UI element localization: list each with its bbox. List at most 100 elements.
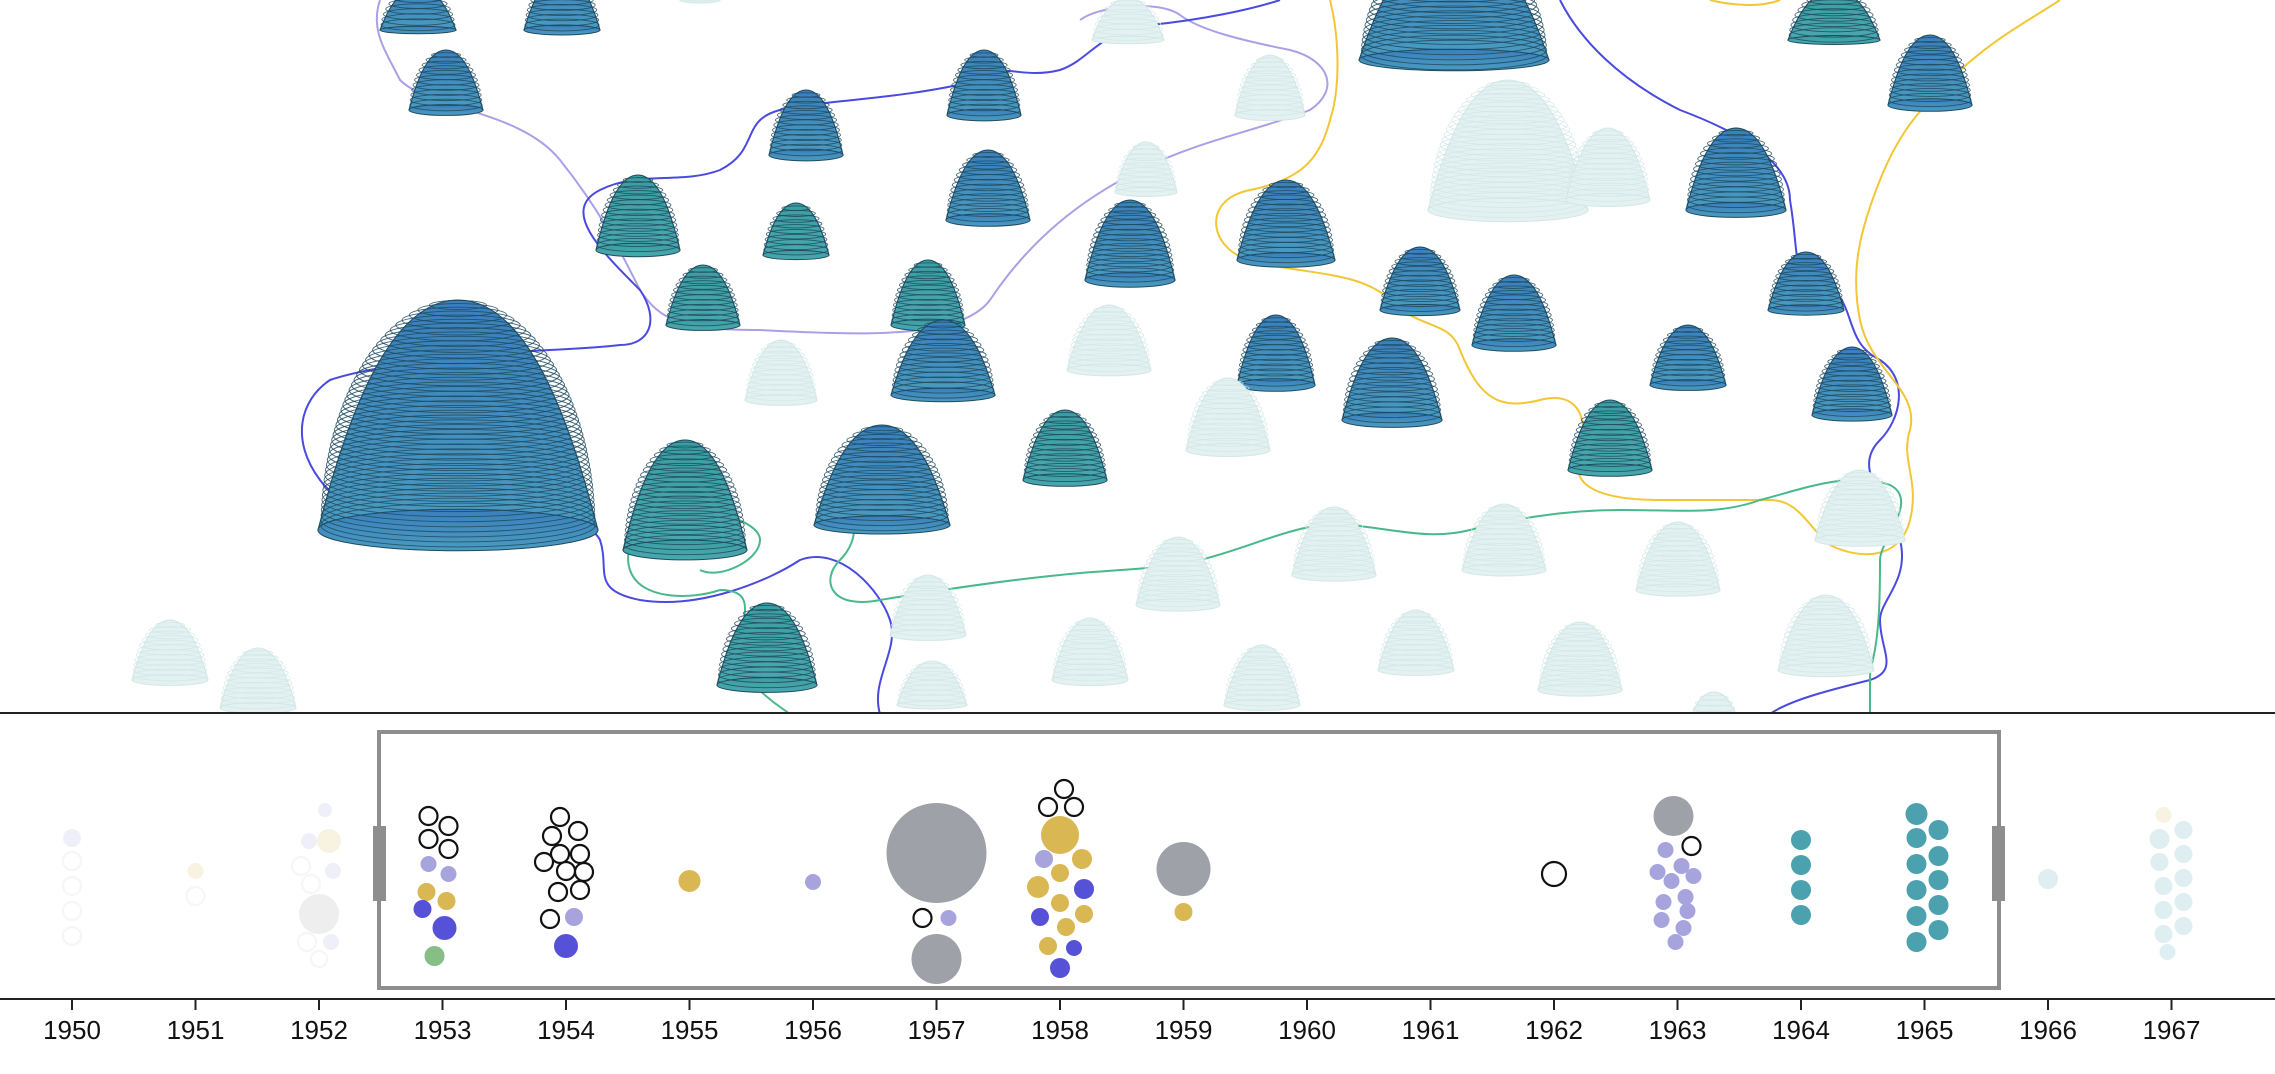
range-handle-right-icon[interactable] — [1992, 826, 2005, 901]
lav-dot[interactable] — [440, 866, 457, 882]
outline-circle-icon[interactable] — [61, 850, 83, 872]
outline-circle-icon[interactable] — [61, 925, 83, 947]
teal-dot[interactable] — [2174, 821, 2193, 839]
contour-mound-icon[interactable] — [1379, 246, 1461, 317]
outline-circle-icon[interactable] — [1037, 796, 1059, 818]
lav-dot[interactable] — [1675, 920, 1692, 936]
outline-circle-icon[interactable] — [309, 949, 329, 969]
landscape-map-canvas[interactable] — [0, 0, 2275, 714]
teal-dot[interactable] — [1791, 855, 1811, 875]
outline-circle-icon[interactable] — [296, 931, 318, 953]
teal-dot[interactable] — [2154, 877, 2173, 895]
blue-dot[interactable] — [1074, 879, 1094, 899]
gray-dot[interactable] — [911, 934, 962, 984]
blue-dot[interactable] — [432, 916, 457, 940]
contour-mound-icon[interactable] — [595, 174, 681, 258]
gray-dot[interactable] — [1156, 842, 1211, 896]
outline-circle-icon[interactable] — [555, 860, 577, 882]
gold-dot[interactable] — [1051, 864, 1069, 882]
teal-dot[interactable] — [1791, 830, 1811, 850]
lav-dot[interactable] — [325, 863, 341, 879]
gold-dot[interactable] — [1174, 903, 1193, 921]
outline-circle-icon[interactable] — [533, 851, 555, 873]
teal-dot[interactable] — [1928, 820, 1949, 840]
outline-circle-icon[interactable] — [1053, 778, 1075, 800]
teal-dot[interactable] — [1928, 846, 1949, 866]
contour-mound-icon[interactable] — [1471, 274, 1557, 352]
teal-dot[interactable] — [1928, 920, 1949, 940]
teal-dot[interactable] — [2174, 893, 2193, 911]
outline-circle-icon[interactable] — [1063, 796, 1085, 818]
teal-dot[interactable] — [1906, 906, 1927, 926]
teal-dot[interactable] — [1928, 895, 1949, 915]
contour-mound-icon[interactable] — [890, 259, 966, 332]
gray-dot[interactable] — [1653, 796, 1694, 836]
lav-dot[interactable] — [1663, 873, 1680, 889]
outline-circle-icon[interactable] — [567, 820, 589, 842]
teal-dot[interactable] — [1791, 905, 1811, 925]
range-handle-left-icon[interactable] — [373, 826, 386, 901]
teal-dot[interactable] — [1905, 803, 1928, 825]
outline-circle-icon[interactable] — [300, 873, 322, 895]
gold-dot[interactable] — [1041, 816, 1079, 854]
outline-circle-icon[interactable] — [438, 815, 459, 837]
lav-dot[interactable] — [1673, 858, 1690, 874]
contour-mound-icon[interactable] — [379, 0, 457, 35]
contour-mound-icon[interactable] — [665, 264, 741, 331]
contour-mound-icon[interactable] — [1811, 346, 1893, 422]
blue-dot[interactable] — [554, 934, 578, 958]
contour-mound-icon[interactable] — [408, 49, 484, 116]
teal-dot[interactable] — [2038, 869, 2058, 889]
timeline-chart[interactable]: 1950 1951 1952 1953 1954 1955 1956 1957 1958 1959… — [0, 714, 2275, 1069]
outline-circle-icon[interactable] — [418, 805, 439, 827]
teal-dot[interactable] — [2154, 901, 2173, 919]
teal-dot[interactable] — [1906, 932, 1927, 952]
gold-dot[interactable] — [1057, 918, 1075, 936]
contour-mound-icon[interactable] — [1767, 251, 1845, 316]
outline-circle-icon[interactable] — [61, 875, 83, 897]
outline-circle-icon[interactable] — [912, 907, 933, 929]
contour-mound-icon[interactable] — [1236, 179, 1336, 268]
blue-dot[interactable] — [1066, 940, 1082, 956]
gold-dot[interactable] — [417, 883, 436, 901]
gold-dot[interactable] — [2155, 807, 2172, 823]
contour-mound-icon[interactable] — [1685, 127, 1787, 218]
lav-dot[interactable] — [63, 829, 81, 847]
gray-dot[interactable] — [299, 894, 339, 934]
outline-circle-icon[interactable] — [61, 900, 83, 922]
gold-dot[interactable] — [317, 829, 341, 853]
contour-mound-icon[interactable] — [768, 89, 844, 162]
contour-mound-icon[interactable] — [1567, 399, 1653, 477]
gold-dot[interactable] — [187, 863, 204, 879]
landscape-map[interactable] — [0, 0, 2275, 714]
contour-mound-icon[interactable] — [1084, 199, 1176, 288]
lav-dot[interactable] — [805, 874, 821, 890]
teal-dot[interactable] — [2159, 944, 2176, 960]
gold-dot[interactable] — [1039, 937, 1057, 955]
outline-circle-icon[interactable] — [185, 885, 206, 907]
lav-dot[interactable] — [318, 803, 332, 817]
outline-circle-icon[interactable] — [573, 861, 595, 883]
lav-dot[interactable] — [1653, 912, 1670, 928]
lav-dot[interactable] — [1657, 842, 1674, 858]
outline-circle-icon[interactable] — [569, 843, 591, 865]
blue-dot[interactable] — [413, 900, 432, 918]
contour-mound-icon[interactable] — [890, 319, 996, 403]
contour-mound-icon[interactable] — [945, 149, 1031, 227]
lav-dot[interactable] — [420, 856, 437, 872]
contour-mound-icon[interactable] — [1341, 337, 1443, 428]
gold-dot[interactable] — [1075, 905, 1093, 923]
teal-dot[interactable] — [2174, 845, 2193, 863]
lav-dot[interactable] — [301, 833, 317, 849]
timeline-panel[interactable]: 1950 1951 1952 1953 1954 1955 1956 1957 1958 1959… — [0, 714, 2275, 1069]
contour-mound-icon[interactable] — [317, 299, 599, 552]
contour-mound-icon[interactable] — [523, 0, 601, 36]
teal-dot[interactable] — [2174, 869, 2193, 887]
teal-dot[interactable] — [2154, 925, 2173, 943]
contour-mound-icon[interactable] — [716, 602, 818, 693]
contour-mound-icon[interactable] — [1787, 0, 1881, 45]
teal-dot[interactable] — [1906, 880, 1927, 900]
teal-dot[interactable] — [1928, 870, 1949, 890]
lav-dot[interactable] — [1685, 868, 1702, 884]
outline-circle-icon[interactable] — [1681, 835, 1702, 857]
